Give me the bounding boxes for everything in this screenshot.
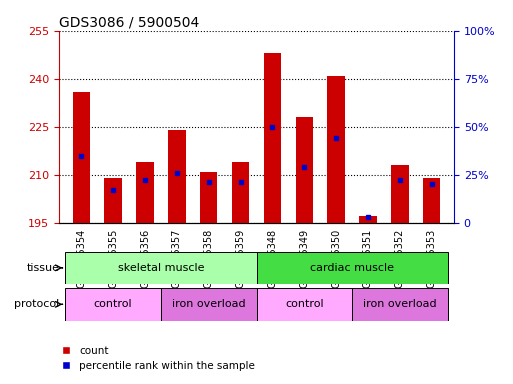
Bar: [200, 172, 218, 223]
Text: tissue: tissue: [27, 263, 60, 273]
Text: GDS3086 / 5900504: GDS3086 / 5900504: [59, 16, 199, 30]
Bar: [65, 288, 161, 321]
Bar: [65, 252, 256, 284]
Bar: [72, 91, 90, 223]
Bar: [423, 178, 441, 223]
Bar: [264, 53, 281, 223]
Bar: [136, 162, 154, 223]
Text: iron overload: iron overload: [172, 299, 246, 310]
Bar: [256, 288, 352, 321]
Bar: [232, 162, 249, 223]
Text: skeletal muscle: skeletal muscle: [117, 263, 204, 273]
Text: control: control: [94, 299, 132, 310]
Bar: [391, 165, 409, 223]
Legend: count, percentile rank within the sample: count, percentile rank within the sample: [56, 341, 260, 375]
Text: iron overload: iron overload: [363, 299, 437, 310]
Text: control: control: [285, 299, 324, 310]
Bar: [161, 288, 256, 321]
Bar: [104, 178, 122, 223]
Bar: [352, 288, 448, 321]
Bar: [168, 130, 186, 223]
Bar: [295, 117, 313, 223]
Bar: [327, 76, 345, 223]
Bar: [359, 216, 377, 223]
Text: protocol: protocol: [14, 299, 60, 310]
Bar: [256, 252, 448, 284]
Text: cardiac muscle: cardiac muscle: [310, 263, 394, 273]
